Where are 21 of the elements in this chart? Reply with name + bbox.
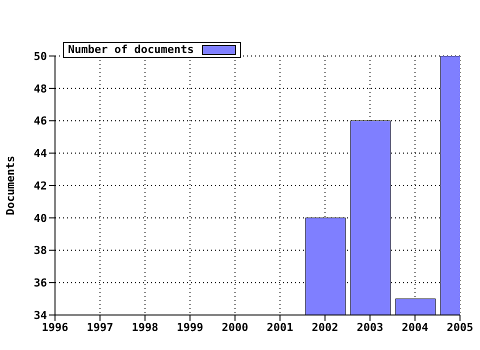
x-tick-label: 1998 bbox=[132, 320, 158, 334]
y-tick-label: 38 bbox=[34, 244, 47, 258]
x-tick-label: 2000 bbox=[222, 320, 248, 334]
legend-label: Number of documents bbox=[68, 43, 194, 57]
x-tick-label: 1996 bbox=[42, 320, 69, 334]
y-tick-label: 34 bbox=[34, 308, 48, 322]
x-tick-label: 1997 bbox=[86, 320, 114, 334]
x-tick-label: 2002 bbox=[312, 320, 338, 334]
y-tick-label: 48 bbox=[34, 82, 47, 96]
y-tick-label: 40 bbox=[34, 212, 47, 225]
x-tick-label: 2005 bbox=[446, 320, 474, 334]
x-tick-label: 2003 bbox=[356, 320, 384, 334]
x-tick-label: 1999 bbox=[176, 320, 204, 334]
y-tick-label: 42 bbox=[34, 179, 47, 192]
y-tick-label: 50 bbox=[34, 50, 47, 63]
y-tick-label: 46 bbox=[34, 114, 48, 128]
x-tick-label: 2004 bbox=[402, 320, 429, 334]
x-tick-label: 2001 bbox=[266, 320, 294, 334]
y-tick-label: 36 bbox=[34, 276, 48, 290]
y-tick-label: 44 bbox=[34, 147, 48, 160]
y-axis-title: Documents bbox=[4, 156, 17, 216]
